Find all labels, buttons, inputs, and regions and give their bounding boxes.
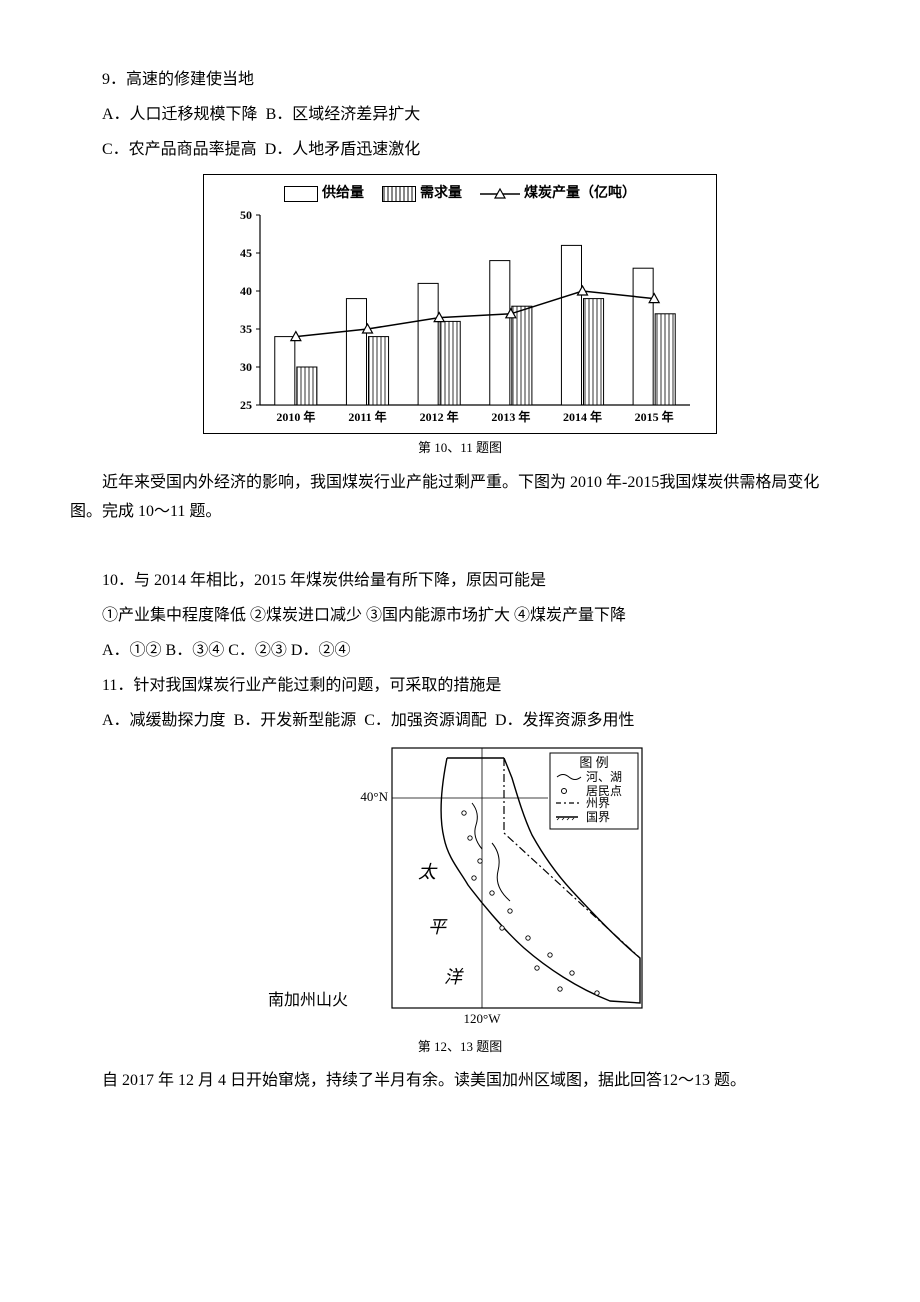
q9-options-row1: A．人口迁移规模下降 B．区域经济差异扩大 [70,101,850,130]
svg-text:40°N: 40°N [360,789,388,804]
q9-opt-d: D．人地矛盾迅速激化 [265,141,421,158]
svg-text:35: 35 [240,322,252,336]
svg-text:50: 50 [240,211,252,222]
svg-text:河、湖: 河、湖 [586,769,622,784]
q11-stem: 11．针对我国煤炭行业产能过剩的问题，可采取的措施是 [70,672,850,701]
q11-opt-a: A．减缓勘探力度 [102,712,226,729]
q10-options: A．①② B．③④ C．②③ D．②④ [70,637,850,666]
legend-demand-swatch [382,186,416,202]
california-map-container: 南加州山火 图 例河、湖居民点州界国界40°N120°W太平洋 第 12、13 … [70,743,850,1058]
q9-opt-a: A．人口迁移规模下降 [102,106,258,123]
coal-chart-container: 供给量 需求量 煤炭产量（亿吨） 25 30 35 40 45 50 2010 年 2011 … [70,174,850,459]
svg-text:州界: 州界 [586,796,610,810]
passage-10-11: 近年来受国内外经济的影响，我国煤炭行业产能过剩严重。下图为 2010 年-201… [70,469,850,527]
passage-12-13: 自 2017 年 12 月 4 日开始窜烧，持续了半月有余。读美国加州区域图，据… [70,1067,850,1096]
svg-text:120°W: 120°W [464,1011,502,1026]
svg-text:40: 40 [240,284,252,298]
legend-production-icon [480,187,520,201]
california-map-svg: 图 例河、湖居民点州界国界40°N120°W太平洋 [352,743,652,1033]
svg-text:2010 年: 2010 年 [276,409,315,424]
fire-label: 南加州山火 [268,987,348,1034]
q9-options-row2: C．农产品商品率提高 D．人地矛盾迅速激化 [70,136,850,165]
q9-stem: 9．高速的修建使当地 [70,66,850,95]
svg-text:2015 年: 2015 年 [635,409,674,424]
legend-supply-swatch [284,186,318,202]
legend-demand: 需求量 [382,181,462,206]
svg-text:2013 年: 2013 年 [491,409,530,424]
svg-text:2014 年: 2014 年 [563,409,602,424]
legend-supply: 供给量 [284,181,364,206]
q11-options: A．减缓勘探力度 B．开发新型能源 C．加强资源调配 D．发挥资源多用性 [70,707,850,736]
svg-text:图 例: 图 例 [579,755,608,770]
svg-text:平: 平 [428,917,448,937]
legend-demand-label: 需求量 [420,181,462,206]
chart-caption: 第 10、11 题图 [70,436,850,459]
q10-circled: ①产业集中程度降低 ②煤炭进口减少 ③国内能源市场扩大 ④煤炭产量下降 [70,602,850,631]
svg-text:洋: 洋 [444,967,464,987]
coal-chart-box: 供给量 需求量 煤炭产量（亿吨） 25 30 35 40 45 50 2010 年 2011 … [203,174,717,433]
svg-text:2012 年: 2012 年 [420,409,459,424]
svg-text:太: 太 [418,862,438,882]
chart-legend: 供给量 需求量 煤炭产量（亿吨） [220,181,700,206]
q9-opt-b: B．区域经济差异扩大 [266,106,421,123]
q11-opt-d: D．发挥资源多用性 [495,712,635,729]
map-caption: 第 12、13 题图 [70,1035,850,1058]
q10-stem: 10．与 2014 年相比，2015 年煤炭供给量有所下降，原因可能是 [70,567,850,596]
q11-opt-c: C．加强资源调配 [364,712,487,729]
q11-opt-b: B．开发新型能源 [234,712,357,729]
q9-opt-c: C．农产品商品率提高 [102,141,257,158]
legend-production: 煤炭产量（亿吨） [480,181,636,206]
svg-text:25: 25 [240,398,252,412]
legend-production-label: 煤炭产量（亿吨） [524,181,636,206]
svg-text:45: 45 [240,246,252,260]
svg-text:2011 年: 2011 年 [348,409,386,424]
legend-supply-label: 供给量 [322,181,364,206]
svg-text:30: 30 [240,360,252,374]
svg-text:国界: 国界 [586,810,610,824]
coal-chart-svg: 25 30 35 40 45 50 2010 年 2011 年 2012 年 2013 年 2014… [220,211,700,431]
